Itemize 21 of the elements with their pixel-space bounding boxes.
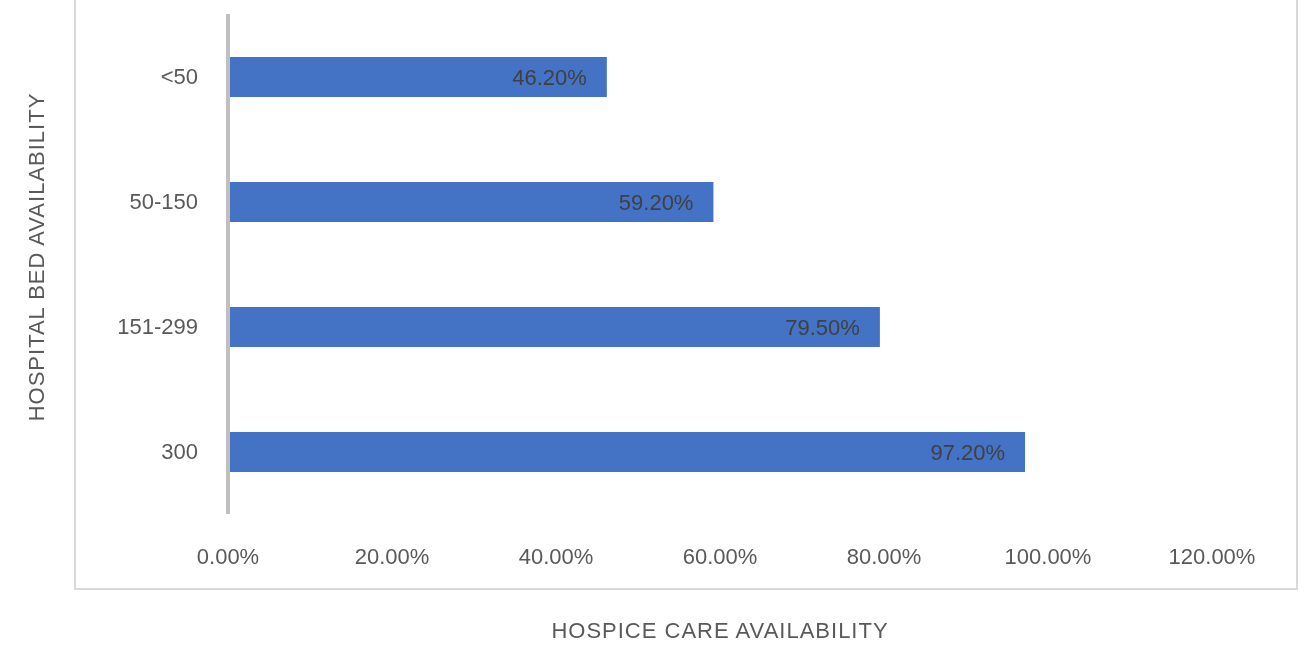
data-label: 59.20% [618, 189, 694, 215]
bar [228, 307, 880, 347]
y-tick-label: 151-299 [117, 314, 198, 340]
x-tick-label: 80.00% [846, 543, 922, 569]
y-tick-label: 50-150 [129, 189, 198, 215]
bar [228, 432, 1026, 472]
y-tick-label: 300 [161, 439, 198, 465]
data-label: 97.20% [930, 439, 1006, 465]
data-label: 79.50% [785, 314, 860, 340]
bar [228, 182, 714, 222]
x-tick-label: 60.00% [682, 543, 758, 569]
x-tick-label: 100.00% [1004, 543, 1092, 569]
x-axis-title: HOSPICE CARE AVAILABILITY [550, 618, 890, 644]
bar [228, 57, 607, 97]
x-tick-label: 0.00% [196, 543, 260, 569]
x-tick-label: 120.00% [1168, 543, 1256, 569]
y-axis-title: HOSPITAL BED AVAILABILITY [24, 92, 50, 422]
y-tick-label: <50 [160, 64, 198, 90]
data-label: 46.20% [512, 64, 587, 90]
x-tick-label: 20.00% [354, 543, 430, 569]
x-tick-label: 40.00% [518, 543, 594, 569]
